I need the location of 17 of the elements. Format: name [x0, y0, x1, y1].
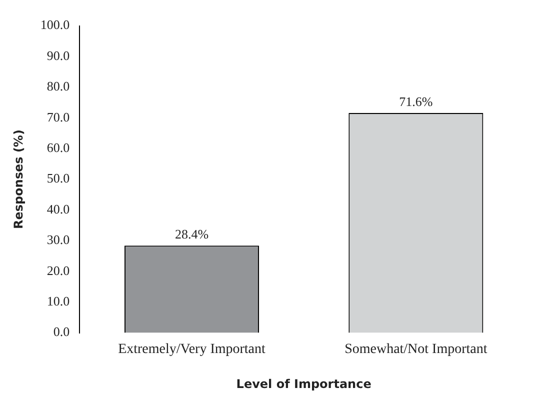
y-tick-label: 80.0	[46, 78, 70, 94]
y-tick-label: 30.0	[46, 232, 70, 248]
y-tick-label: 0.0	[53, 324, 70, 340]
y-tick-label: 90.0	[46, 48, 70, 63]
x-tick-label: Extremely/Very Important	[118, 342, 266, 357]
y-axis-title: Responses (%)	[11, 130, 26, 230]
y-tick-label: 100.0	[40, 17, 70, 32]
y-tick-label: 50.0	[46, 170, 70, 186]
data-label: 71.6%	[399, 94, 433, 109]
y-tick-label: 70.0	[46, 109, 70, 124]
y-tick-label: 20.0	[46, 262, 70, 278]
y-tick-label: 40.0	[46, 201, 70, 216]
data-label: 28.4%	[174, 226, 209, 242]
y-tick-label: 60.0	[46, 140, 70, 156]
x-tick-label: Somewhat/Not Important	[344, 342, 488, 357]
y-tick-label: 10.0	[46, 294, 70, 309]
x-axis-title: Level of Importance	[236, 376, 372, 391]
